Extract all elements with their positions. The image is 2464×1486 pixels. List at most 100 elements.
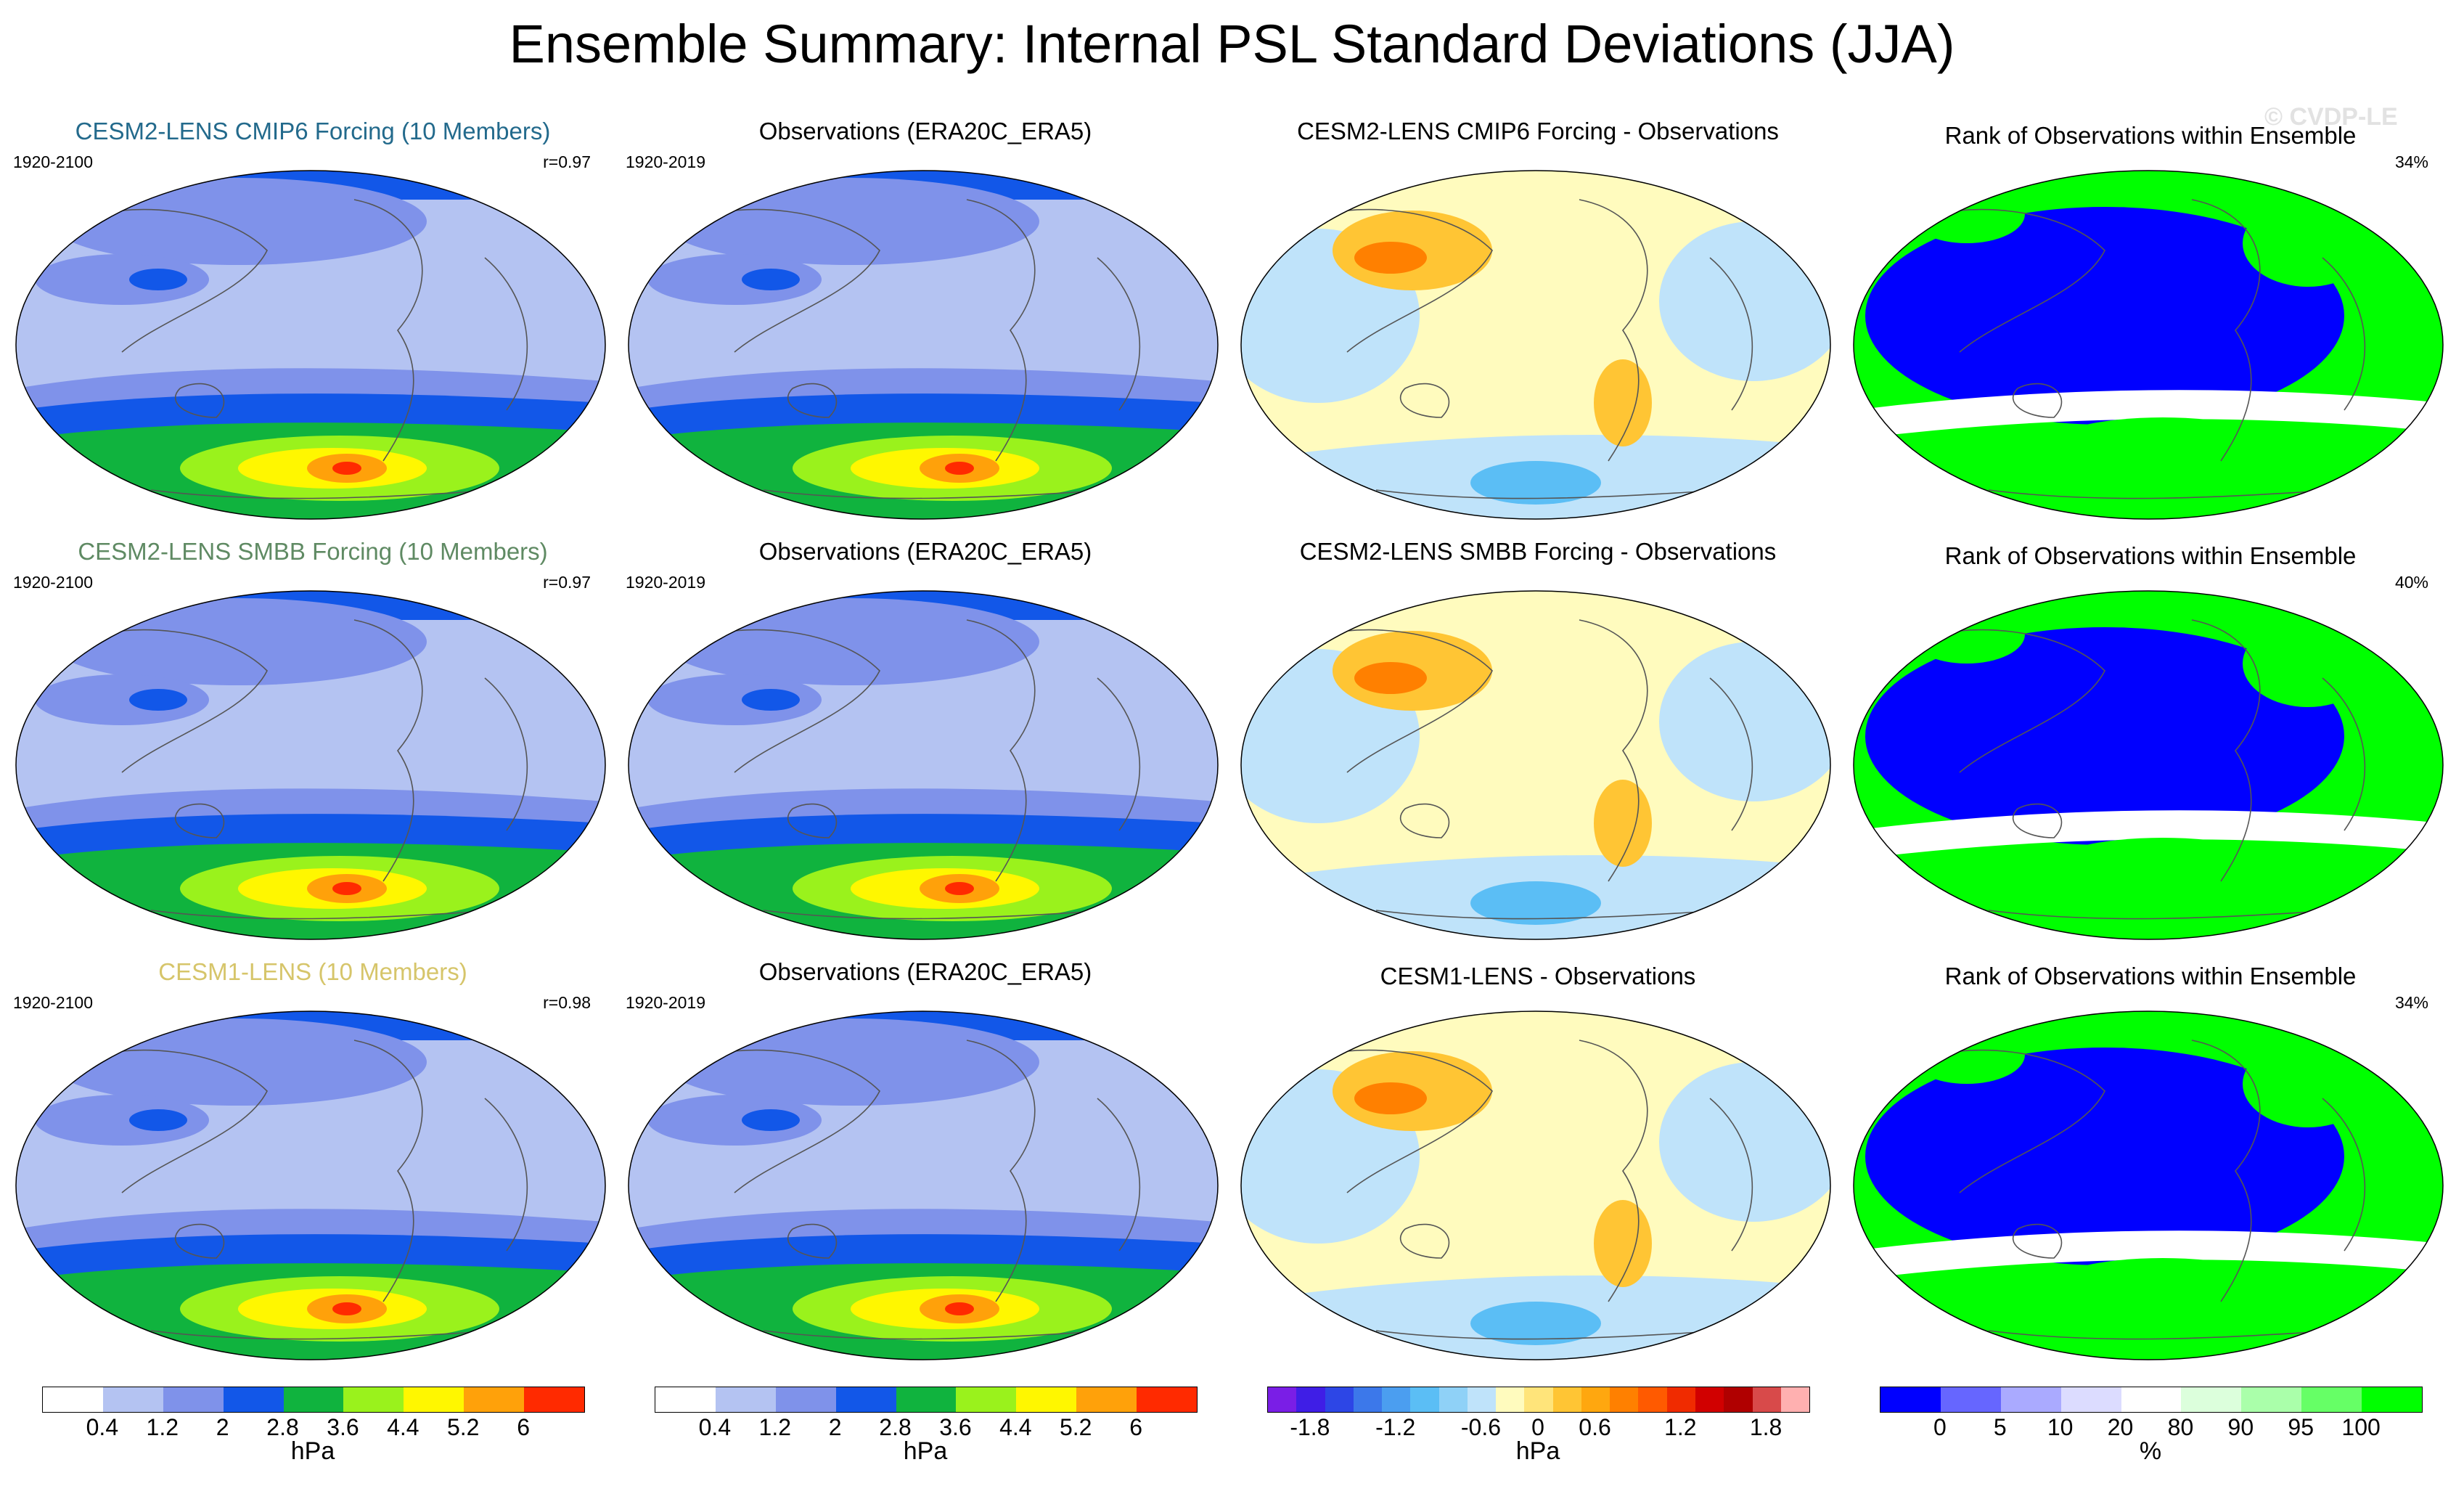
model-panel-title-2: CESM2-LENS SMBB Forcing (10 Members): [78, 538, 548, 565]
colorbar-swatch: [1016, 1387, 1077, 1412]
colorbar-swatch: [343, 1387, 404, 1412]
map-outline: [1853, 590, 2444, 940]
colorbar-tick-label: 0.6: [1579, 1414, 1611, 1440]
obs-panel-title-1: Observations (ERA20C_ERA5): [758, 118, 1092, 144]
colorbar-swatch: [1940, 1387, 2001, 1412]
colorbar-swatch: [2181, 1387, 2242, 1412]
colorbar-swatch: [464, 1387, 525, 1412]
colorbar-tick-label: 0: [1933, 1414, 1947, 1440]
map-panel: [1241, 171, 1830, 519]
colorbar-swatch: [835, 1387, 896, 1412]
colorbar-std-model: [42, 1387, 585, 1413]
colorbar-std-model-unit: hPa: [290, 1437, 335, 1465]
map-outline: [1240, 170, 1831, 520]
map-panel: [629, 591, 1218, 939]
colorbar-swatch: [1268, 1387, 1297, 1412]
map-outline: [15, 170, 606, 520]
colorbar-tick-label: -1.8: [1290, 1414, 1330, 1440]
map-outline: [628, 590, 1219, 940]
colorbar-swatch: [1325, 1387, 1354, 1412]
colorbar-tick-label: 0.4: [86, 1414, 119, 1440]
colorbar-tick-label: 5.2: [446, 1414, 480, 1440]
coastline: [1296, 1040, 1753, 1340]
colorbar-rank-unit: %: [2139, 1437, 2162, 1465]
colorbar-swatch: [1137, 1387, 1198, 1412]
map-panel: [16, 1011, 605, 1360]
map-outline: [1853, 1011, 2444, 1360]
colorbar-tick-label: 0: [1531, 1414, 1544, 1440]
colorbar-tick-label: 4.4: [999, 1414, 1032, 1440]
colorbar-tick-label: 3.6: [327, 1414, 359, 1440]
obs-period-1: 1920-2019: [626, 152, 705, 171]
colorbar-swatch: [163, 1387, 224, 1412]
map-panel: [629, 171, 1218, 519]
colorbar-swatch: [1581, 1387, 1610, 1412]
coastline: [1908, 199, 2366, 499]
map-outline: [15, 590, 606, 940]
map-outline: [1240, 1011, 1831, 1360]
colorbar-tick-label: 2: [216, 1414, 229, 1440]
colorbar-tick-label: 2.8: [266, 1414, 299, 1440]
map-panel: [1854, 171, 2443, 519]
coastline: [683, 199, 1141, 499]
colorbar-tick-label: 1.2: [758, 1414, 792, 1440]
colorbar-tick-label: 6: [517, 1414, 531, 1440]
rank-pct-1: 34%: [2394, 152, 2428, 171]
diff-panel-title-2: CESM2-LENS SMBB Forcing - Observations: [1299, 538, 1777, 565]
colorbar-swatch: [2301, 1387, 2362, 1412]
colorbar-swatch: [1438, 1387, 1468, 1412]
watermark: © CVDP-LE: [2264, 103, 2398, 131]
colorbar-diff-unit: hPa: [1515, 1437, 1560, 1465]
colorbar-tick-label: 95: [2288, 1414, 2314, 1440]
colorbar-rank: [1880, 1387, 2423, 1413]
colorbar-swatch: [404, 1387, 464, 1412]
colorbar-swatch: [956, 1387, 1017, 1412]
colorbar-tick-label: 2: [828, 1414, 842, 1440]
obs-panel-title-2: Observations (ERA20C_ERA5): [758, 538, 1092, 565]
rank-panel-title-1: Rank of Observations within Ensemble: [1944, 122, 2357, 149]
map-panel: [629, 1011, 1218, 1360]
model-panel-title-1: CESM2-LENS CMIP6 Forcing (10 Members): [75, 118, 551, 144]
colorbar-swatch: [1552, 1387, 1581, 1412]
coastline: [70, 1040, 528, 1340]
colorbar-swatch: [1524, 1387, 1553, 1412]
map-outline: [15, 1011, 606, 1360]
model-period-2: 1920-2100: [13, 573, 93, 592]
colorbar-swatch: [2000, 1387, 2061, 1412]
colorbar-swatch: [1638, 1387, 1667, 1412]
colorbar-swatch: [1666, 1387, 1695, 1412]
colorbar-swatch: [2241, 1387, 2302, 1412]
colorbar-swatch: [1076, 1387, 1137, 1412]
map-panel: [1854, 1011, 2443, 1360]
model-period-1: 1920-2100: [13, 152, 93, 171]
colorbar-swatch: [1467, 1387, 1497, 1412]
colorbar-swatch: [1752, 1387, 1781, 1412]
colorbar-swatch: [775, 1387, 836, 1412]
colorbar-tick-label: 0.4: [698, 1414, 732, 1440]
colorbar-std-obs-unit: hPa: [903, 1437, 948, 1465]
rank-panel-title-2: Rank of Observations within Ensemble: [1944, 542, 2357, 569]
colorbar-swatch: [1353, 1387, 1383, 1412]
colorbar-swatch: [1496, 1387, 1525, 1412]
map-outline: [1853, 170, 2444, 520]
colorbar-swatch: [223, 1387, 284, 1412]
rank-panel-title-3: Rank of Observations within Ensemble: [1944, 963, 2357, 989]
map-outline: [628, 1011, 1219, 1360]
map-panel: [16, 591, 605, 939]
colorbar-tick-label: -1.2: [1375, 1414, 1416, 1440]
colorbar-swatch: [43, 1387, 103, 1412]
coastline: [683, 1040, 1141, 1340]
rank-pct-2: 40%: [2394, 573, 2428, 592]
colorbar-tick-label: 3.6: [939, 1414, 972, 1440]
colorbar-std-obs: [655, 1387, 1198, 1413]
colorbar-swatch: [2060, 1387, 2121, 1412]
model-period-3: 1920-2100: [13, 993, 93, 1012]
colorbar-swatch: [1410, 1387, 1439, 1412]
map-panel: [16, 171, 605, 519]
colorbar-tick-label: 100: [2341, 1414, 2381, 1440]
coastline: [70, 199, 528, 499]
colorbar-tick-label: 2.8: [879, 1414, 912, 1440]
colorbar-tick-label: -0.6: [1460, 1414, 1502, 1440]
diff-panel-title-1: CESM2-LENS CMIP6 Forcing - Observations: [1297, 118, 1779, 144]
map-outline: [628, 170, 1219, 520]
